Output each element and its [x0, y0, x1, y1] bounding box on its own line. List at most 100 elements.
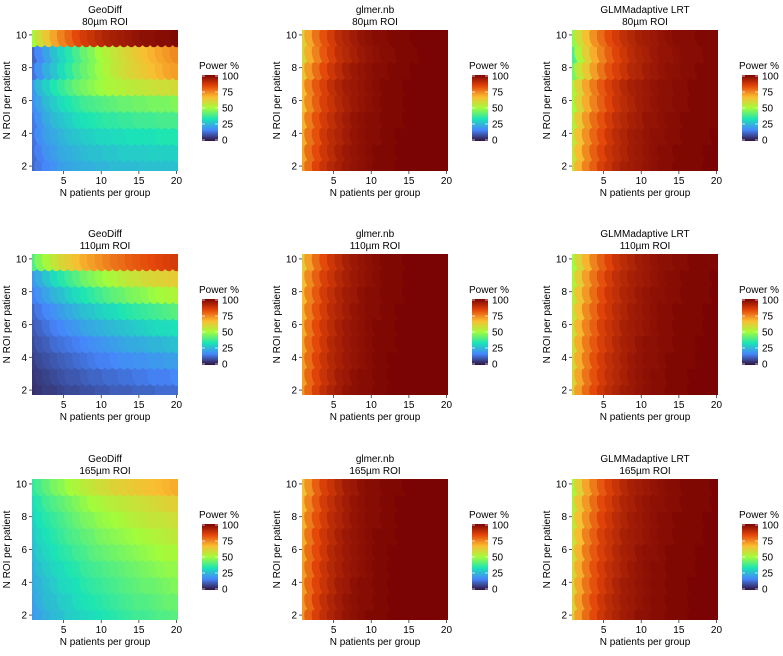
panel-title-method: GeoDiff	[88, 454, 122, 465]
legend-colorbar	[472, 75, 488, 141]
panel-title-method: GeoDiff	[88, 5, 122, 16]
x-tick-label: 5	[601, 400, 607, 411]
y-tick-label: 6	[291, 320, 297, 331]
y-tick-label: 8	[21, 287, 27, 298]
panel-title-method: GLMMadaptive LRT	[600, 5, 689, 16]
legend-tick-label: 50	[762, 553, 774, 564]
legend-tick-label: 25	[222, 569, 234, 580]
legend-title: Power %	[739, 61, 779, 72]
y-tick-label: 4	[21, 353, 27, 364]
y-tick-label: 10	[16, 479, 28, 490]
heatmap-cells	[32, 30, 178, 171]
y-tick-label: 10	[556, 479, 568, 490]
legend-title: Power %	[199, 285, 239, 296]
legend-tick-label: 100	[222, 521, 239, 532]
y-tick-label: 6	[291, 96, 297, 107]
y-tick-label: 10	[16, 30, 28, 41]
y-tick-label: 6	[21, 545, 27, 556]
y-axis-title: N ROI per patient	[542, 285, 553, 363]
legend-tick-label: 0	[762, 360, 768, 371]
x-tick-label: 20	[171, 176, 183, 187]
y-axis-title: N ROI per patient	[2, 285, 13, 363]
y-tick-label: 4	[291, 129, 297, 140]
x-tick-label: 10	[96, 176, 108, 187]
panel-title-roi: 165µm ROI	[79, 466, 130, 477]
x-tick-label: 15	[133, 176, 145, 187]
legend-tick-label: 100	[222, 296, 239, 307]
panel-title-roi: 110µm ROI	[620, 241, 671, 252]
legend-title: Power %	[469, 285, 509, 296]
y-tick-label: 8	[561, 63, 567, 74]
x-tick-label: 5	[331, 625, 337, 636]
y-tick-label: 2	[291, 386, 297, 397]
y-tick-label: 10	[286, 30, 298, 41]
legend-tick-label: 25	[762, 569, 774, 580]
legend-tick-label: 100	[762, 72, 779, 83]
y-tick-label: 2	[21, 611, 27, 622]
x-tick-label: 10	[96, 400, 108, 411]
x-tick-label: 15	[133, 625, 145, 636]
y-axis-title: N ROI per patient	[2, 61, 13, 139]
y-tick-label: 8	[291, 287, 297, 298]
x-tick-label: 10	[636, 176, 648, 187]
y-tick-label: 4	[561, 353, 567, 364]
x-axis-title: N patients per group	[600, 637, 691, 648]
y-tick-label: 4	[561, 129, 567, 140]
y-tick-label: 4	[291, 353, 297, 364]
x-axis-title: N patients per group	[600, 412, 691, 423]
x-tick-label: 20	[171, 625, 183, 636]
y-tick-label: 8	[291, 512, 297, 523]
x-tick-label: 20	[441, 400, 453, 411]
legend-colorbar	[472, 524, 488, 590]
y-tick-label: 6	[21, 96, 27, 107]
heatmap-cells	[572, 479, 718, 620]
x-tick-label: 10	[366, 625, 378, 636]
power-cell	[439, 254, 448, 272]
y-tick-label: 6	[291, 545, 297, 556]
x-tick-label: 10	[96, 625, 108, 636]
panel-title-method: GLMMadaptive LRT	[600, 229, 689, 240]
panel-title-method: glmer.nb	[356, 5, 395, 16]
y-tick-label: 4	[561, 578, 567, 589]
legend-tick-label: 25	[762, 120, 774, 131]
x-tick-label: 15	[403, 625, 415, 636]
x-tick-label: 15	[673, 400, 685, 411]
legend-tick-label: 0	[762, 136, 768, 147]
x-axis-title: N patients per group	[60, 637, 151, 648]
y-tick-label: 10	[286, 254, 298, 265]
x-axis-title: N patients per group	[330, 188, 421, 199]
legend-tick-label: 50	[762, 328, 774, 339]
legend-tick-label: 100	[492, 521, 509, 532]
legend-tick-label: 0	[222, 585, 228, 596]
panel-title-roi: 110µm ROI	[80, 241, 131, 252]
heatmap-cells	[572, 30, 718, 171]
legend-colorbar	[742, 524, 758, 590]
legend-colorbar	[202, 75, 218, 141]
y-axis-title: N ROI per patient	[542, 61, 553, 139]
x-tick-label: 5	[61, 400, 67, 411]
panel-title-roi: 80µm ROI	[352, 17, 398, 28]
x-tick-label: 10	[636, 400, 648, 411]
legend-tick-label: 25	[222, 120, 234, 131]
y-tick-label: 10	[286, 479, 298, 490]
legend-tick-label: 50	[492, 328, 504, 339]
legend-tick-label: 25	[222, 344, 234, 355]
legend-tick-label: 50	[222, 104, 234, 115]
x-axis-title: N patients per group	[60, 188, 151, 199]
x-tick-label: 10	[366, 400, 378, 411]
x-tick-label: 10	[636, 625, 648, 636]
x-axis-title: N patients per group	[330, 637, 421, 648]
heatmap-cells	[32, 479, 178, 620]
legend-title: Power %	[469, 61, 509, 72]
power-cell	[709, 30, 718, 48]
x-tick-label: 20	[711, 176, 723, 187]
legend-tick-label: 75	[222, 537, 234, 548]
y-tick-label: 10	[556, 254, 568, 265]
